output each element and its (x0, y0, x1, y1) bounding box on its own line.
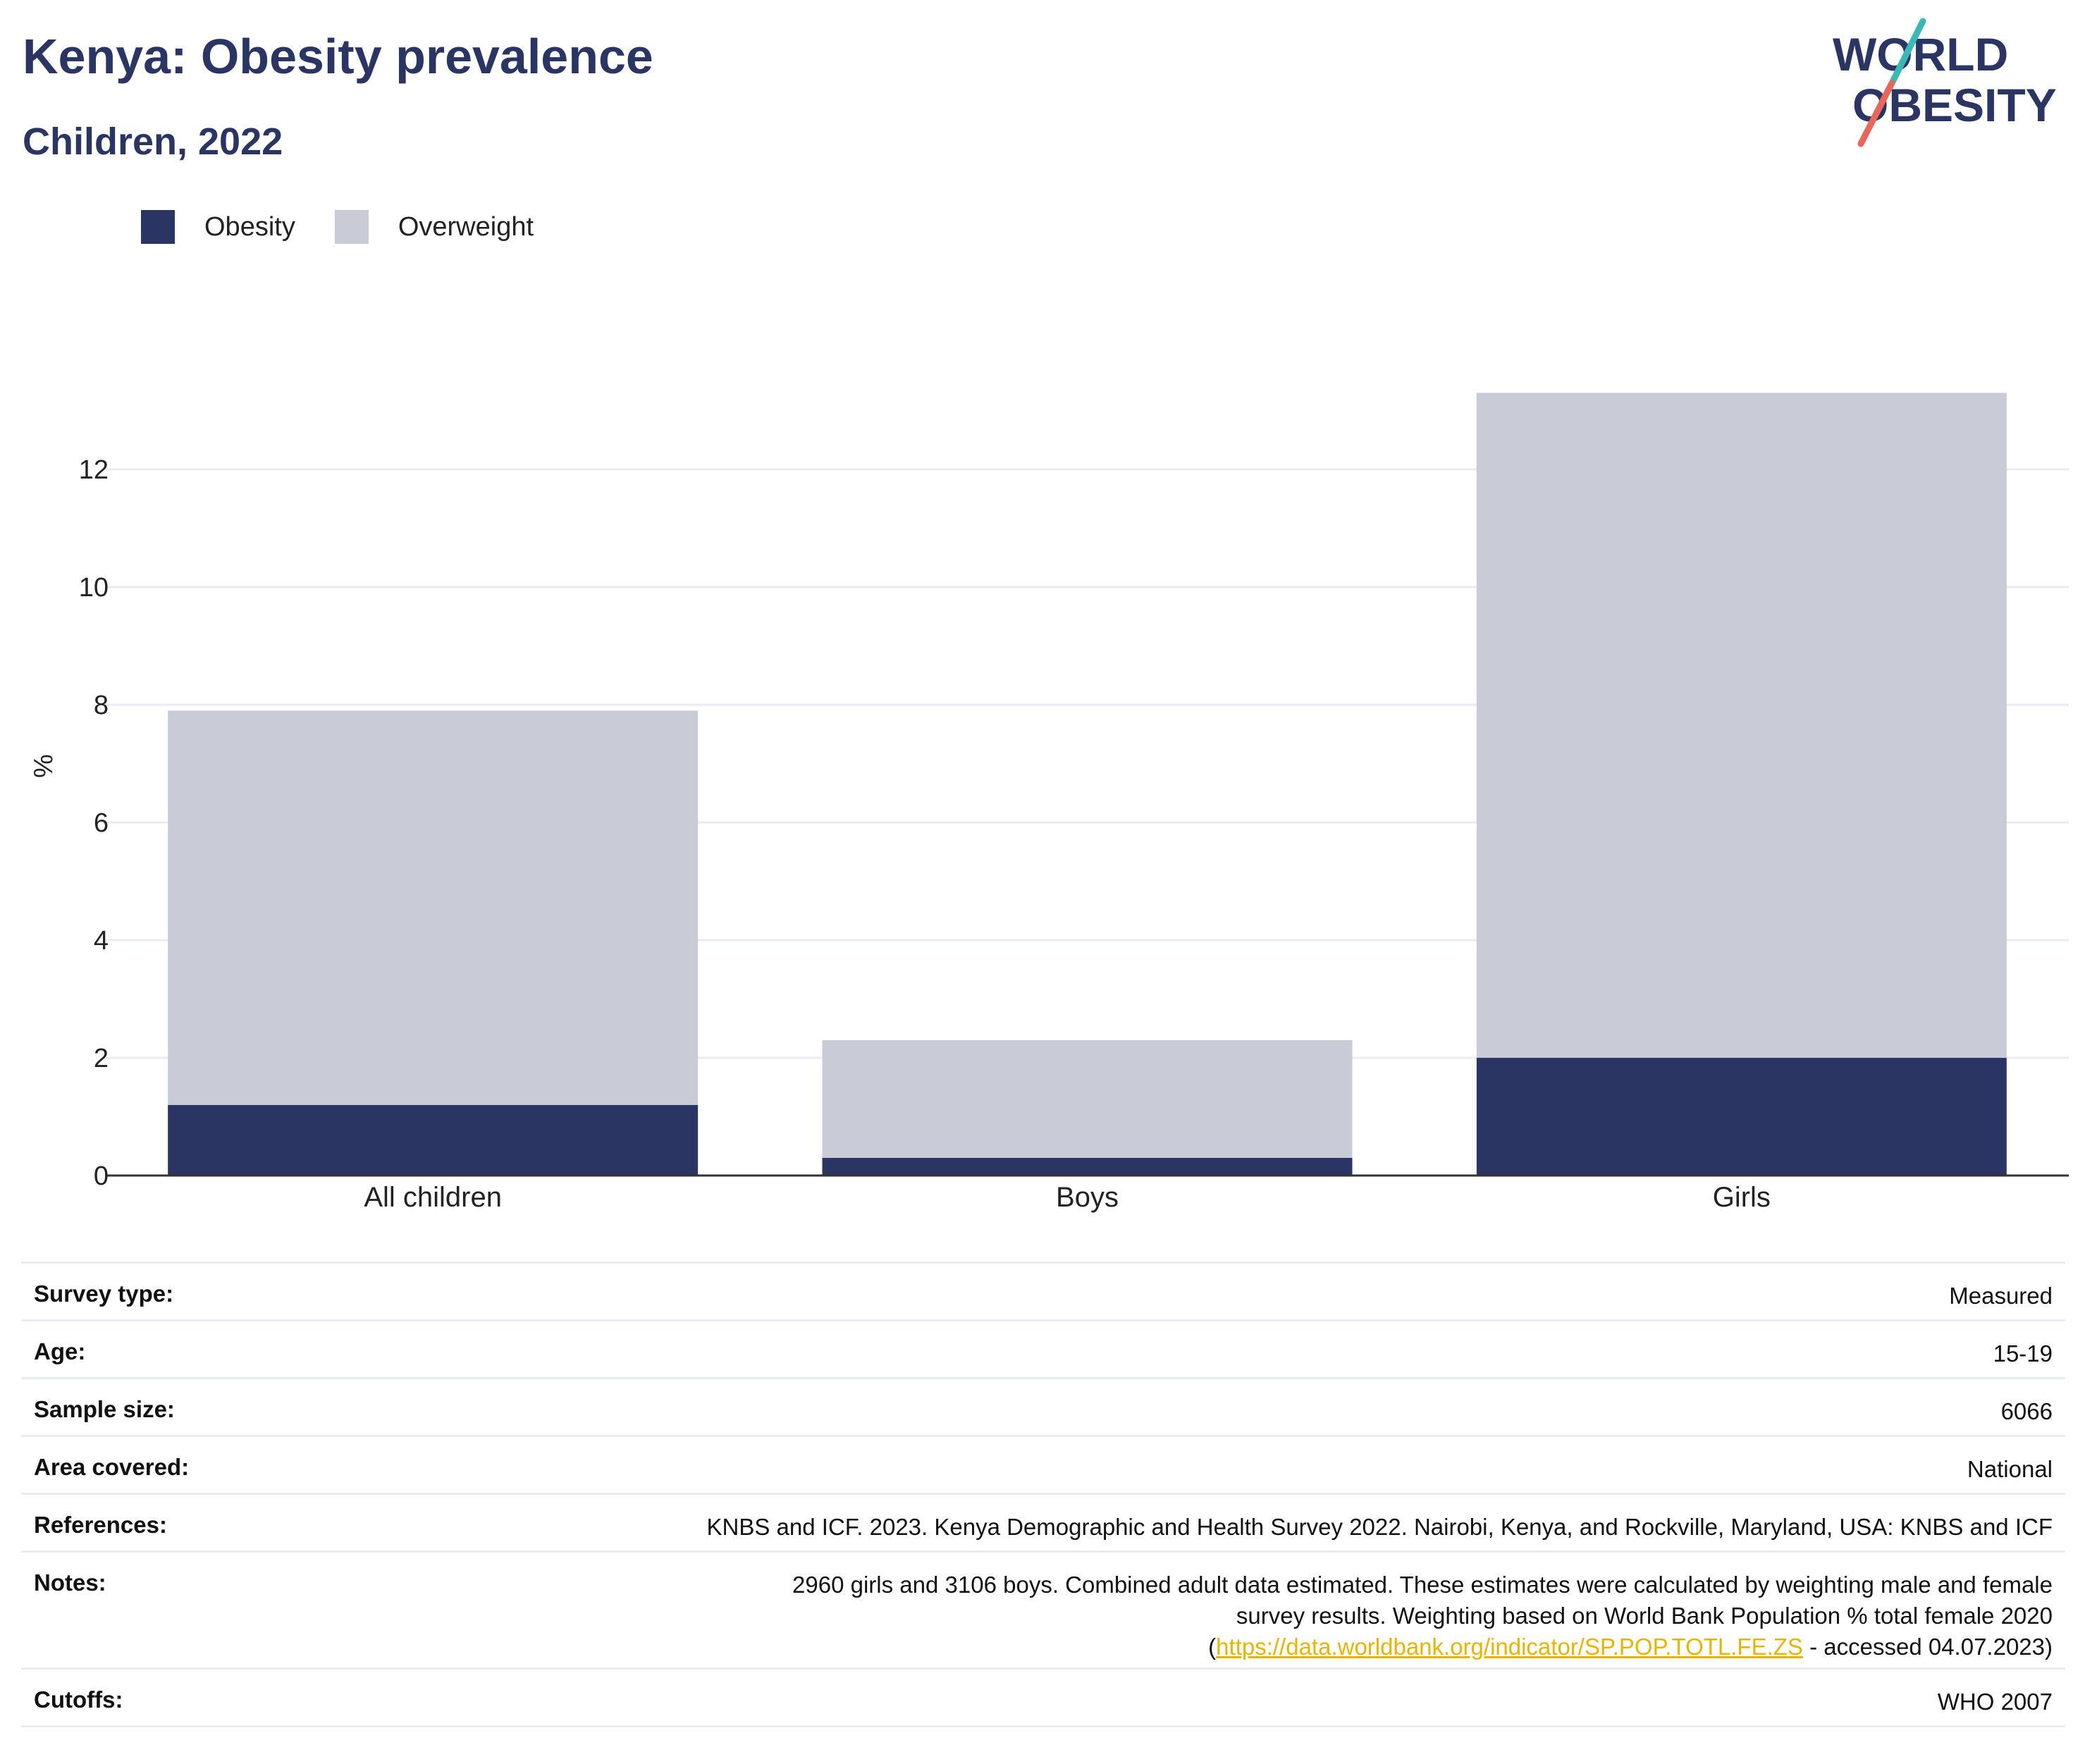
bar-obesity-girls[interactable] (1476, 1058, 2007, 1176)
bars (168, 393, 2007, 1176)
info-label: Survey type: (34, 1281, 174, 1307)
legend-swatch-overweight (334, 210, 369, 244)
notes-text-after: - accessed 04.07.2023) (1802, 1634, 2053, 1660)
info-label: References: (34, 1512, 167, 1538)
info-label: Sample size: (34, 1396, 175, 1422)
y-tick-label: 0 (94, 1161, 109, 1191)
info-row-area-covered: Area covered: National (21, 1436, 2065, 1494)
info-value: 6066 (2000, 1398, 2053, 1424)
legend-swatch-obesity (141, 210, 175, 244)
logo-line1: WORLD (1833, 28, 2008, 80)
x-tick-label: All children (364, 1182, 502, 1213)
info-label: Cutoffs: (34, 1686, 123, 1713)
legend-item-obesity[interactable]: Obesity (141, 210, 295, 244)
world-obesity-logo: WORLD OBESITY (1833, 18, 2057, 147)
info-value: 15-19 (1993, 1340, 2053, 1367)
info-label: Area covered: (34, 1454, 190, 1480)
legend-label-obesity: Obesity (204, 211, 295, 242)
info-row-survey-type: Survey type: Measured (21, 1262, 2065, 1321)
info-value: National (1967, 1456, 2053, 1482)
info-value: KNBS and ICF. 2023. Kenya Demographic an… (706, 1514, 2053, 1540)
y-tick-label: 10 (79, 573, 109, 603)
bar-obesity-all-children[interactable] (168, 1104, 699, 1176)
x-tick-label: Boys (1056, 1182, 1119, 1213)
x-tick-label: Girls (1713, 1182, 1771, 1213)
info-row-cutoffs: Cutoffs: WHO 2007 (21, 1668, 2065, 1727)
y-tick-label: 6 (94, 808, 109, 838)
info-label: Notes: (34, 1569, 106, 1596)
notes-text-before: 2960 girls and 3106 boys. Combined adult… (792, 1572, 2053, 1660)
bar-overweight-girls[interactable] (1476, 393, 2007, 1058)
y-tick-label: 2 (94, 1044, 109, 1073)
info-label: Age: (34, 1338, 86, 1364)
x-axis-ticks: All children Boys Girls (364, 1182, 1771, 1213)
info-value: Measured (1949, 1283, 2053, 1309)
legend-label-overweight: Overweight (398, 211, 534, 242)
bar-obesity-boys[interactable] (822, 1157, 1353, 1176)
logo-slash-teal (1888, 18, 1926, 87)
info-value: WHO 2007 (1937, 1689, 2053, 1715)
info-value: 2960 girls and 3106 boys. Combined adult… (202, 1552, 2065, 1669)
notes-source-link[interactable]: https://data.worldbank.org/indicator/SP.… (1216, 1634, 1803, 1660)
chart-legend: Obesity Overweight (141, 210, 573, 244)
bar-overweight-boys[interactable] (822, 1040, 1353, 1158)
survey-info-table: Survey type: Measured Age: 15-19 Sample … (21, 1262, 2065, 1727)
info-row-notes: Notes: 2960 girls and 3106 boys. Combine… (21, 1551, 2065, 1669)
info-row-age: Age: 15-19 (21, 1320, 2065, 1378)
chart-title: Kenya: Obesity prevalence (23, 29, 653, 84)
y-axis-ticks: 0 2 4 6 8 10 12 (79, 455, 109, 1191)
bar-overweight-all-children[interactable] (168, 710, 699, 1105)
y-axis-label: % (29, 754, 59, 778)
bar-chart: 0 2 4 6 8 10 12 All children Boys Girls % (29, 393, 2069, 1213)
logo-slash-coral (1857, 80, 1895, 147)
y-tick-label: 8 (94, 691, 109, 720)
y-tick-label: 12 (79, 455, 109, 485)
info-row-references: References: KNBS and ICF. 2023. Kenya De… (21, 1493, 2065, 1552)
legend-item-overweight[interactable]: Overweight (334, 210, 534, 244)
y-tick-label: 4 (94, 926, 109, 956)
chart-subtitle: Children, 2022 (23, 121, 283, 163)
info-row-sample-size: Sample size: 6066 (21, 1378, 2065, 1436)
